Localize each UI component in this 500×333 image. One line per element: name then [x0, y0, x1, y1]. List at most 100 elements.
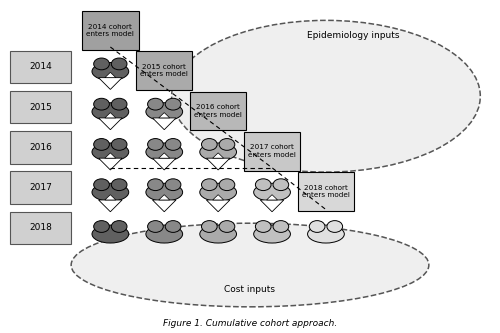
Text: 2015: 2015 — [29, 103, 52, 112]
Ellipse shape — [148, 98, 164, 110]
Polygon shape — [105, 113, 116, 118]
Text: 2015 cohort
enters model: 2015 cohort enters model — [140, 64, 188, 78]
Polygon shape — [212, 195, 224, 200]
FancyBboxPatch shape — [190, 92, 246, 130]
Ellipse shape — [92, 183, 128, 201]
Text: 2018: 2018 — [29, 223, 52, 232]
Text: Figure 1. Cumulative cohort approach.: Figure 1. Cumulative cohort approach. — [163, 319, 337, 328]
Ellipse shape — [200, 183, 236, 201]
Polygon shape — [266, 153, 278, 158]
Ellipse shape — [165, 98, 181, 110]
Polygon shape — [105, 195, 116, 200]
Ellipse shape — [256, 221, 271, 232]
Ellipse shape — [146, 183, 182, 201]
Polygon shape — [105, 153, 116, 158]
Polygon shape — [158, 153, 170, 158]
Ellipse shape — [165, 221, 181, 232]
Ellipse shape — [219, 139, 235, 150]
Polygon shape — [260, 200, 284, 212]
FancyBboxPatch shape — [10, 91, 71, 123]
Ellipse shape — [202, 221, 217, 232]
Ellipse shape — [202, 179, 217, 190]
Polygon shape — [206, 200, 230, 212]
Ellipse shape — [92, 103, 128, 121]
Text: 2014 cohort
enters model: 2014 cohort enters model — [86, 24, 134, 37]
Polygon shape — [105, 32, 116, 37]
Ellipse shape — [94, 179, 110, 190]
Ellipse shape — [94, 139, 110, 150]
FancyBboxPatch shape — [10, 131, 71, 164]
Ellipse shape — [165, 179, 181, 190]
Ellipse shape — [172, 20, 480, 172]
Ellipse shape — [92, 225, 128, 243]
Polygon shape — [152, 118, 176, 130]
Ellipse shape — [200, 225, 236, 243]
Text: 2017: 2017 — [29, 183, 52, 192]
Ellipse shape — [308, 225, 344, 243]
Ellipse shape — [146, 143, 182, 161]
Polygon shape — [158, 195, 170, 200]
Polygon shape — [158, 113, 170, 118]
Polygon shape — [98, 118, 122, 130]
Polygon shape — [158, 72, 170, 77]
Polygon shape — [105, 72, 116, 78]
Polygon shape — [266, 195, 278, 200]
Ellipse shape — [92, 63, 128, 81]
FancyBboxPatch shape — [10, 171, 71, 204]
Text: Epidemiology inputs: Epidemiology inputs — [306, 31, 399, 40]
Polygon shape — [98, 78, 122, 90]
Ellipse shape — [273, 179, 288, 190]
Text: 2018 cohort
enters model: 2018 cohort enters model — [302, 185, 350, 198]
Ellipse shape — [254, 225, 290, 243]
FancyBboxPatch shape — [10, 211, 71, 244]
Polygon shape — [206, 158, 230, 170]
Ellipse shape — [219, 221, 235, 232]
Ellipse shape — [112, 139, 127, 150]
Text: 2016: 2016 — [29, 143, 52, 152]
FancyBboxPatch shape — [82, 11, 138, 50]
Text: 2014: 2014 — [29, 62, 52, 71]
Ellipse shape — [92, 143, 128, 161]
Text: 2017 cohort
enters model: 2017 cohort enters model — [248, 145, 296, 158]
Polygon shape — [98, 37, 122, 49]
Ellipse shape — [219, 179, 235, 190]
FancyBboxPatch shape — [298, 172, 354, 211]
Ellipse shape — [202, 139, 217, 150]
Ellipse shape — [112, 221, 127, 232]
Ellipse shape — [273, 221, 288, 232]
Text: 2016 cohort
enters model: 2016 cohort enters model — [194, 104, 242, 118]
FancyBboxPatch shape — [136, 51, 192, 90]
Ellipse shape — [148, 139, 164, 150]
Ellipse shape — [94, 98, 110, 110]
Ellipse shape — [148, 179, 164, 190]
Polygon shape — [152, 200, 176, 212]
Polygon shape — [98, 158, 122, 170]
Polygon shape — [314, 200, 338, 211]
Ellipse shape — [200, 143, 236, 161]
FancyBboxPatch shape — [10, 51, 71, 83]
Ellipse shape — [112, 98, 127, 110]
Ellipse shape — [146, 103, 182, 121]
Ellipse shape — [146, 225, 182, 243]
Polygon shape — [152, 158, 176, 170]
Polygon shape — [212, 112, 224, 118]
Text: Cost inputs: Cost inputs — [224, 285, 276, 294]
Polygon shape — [98, 200, 122, 212]
Ellipse shape — [112, 179, 127, 190]
Polygon shape — [152, 77, 176, 89]
Ellipse shape — [254, 183, 290, 201]
Polygon shape — [320, 194, 332, 200]
Polygon shape — [260, 158, 284, 169]
Ellipse shape — [310, 221, 325, 232]
FancyBboxPatch shape — [244, 132, 300, 170]
Ellipse shape — [71, 223, 429, 307]
Ellipse shape — [165, 139, 181, 150]
Ellipse shape — [148, 221, 164, 232]
Polygon shape — [206, 118, 230, 130]
Polygon shape — [212, 153, 224, 158]
Ellipse shape — [256, 179, 271, 190]
Ellipse shape — [327, 221, 342, 232]
Ellipse shape — [94, 58, 110, 70]
Ellipse shape — [112, 58, 127, 70]
Ellipse shape — [94, 221, 110, 232]
